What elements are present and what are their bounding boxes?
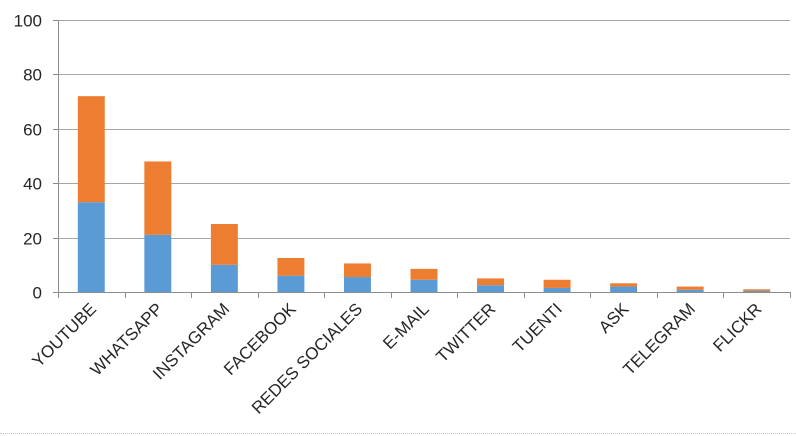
bar-segment-1-e-mail: [410, 279, 438, 292]
bar-segment-2-ask: [610, 283, 638, 287]
bar-segment-1-tuenti: [543, 287, 571, 292]
bar-segment-1-telegram: [676, 289, 704, 292]
bar-segment-2-telegram: [676, 286, 704, 290]
y-tick-label-40: 40: [23, 175, 42, 194]
bar-segment-1-youtube: [77, 202, 105, 292]
x-tick-label-e-mail: E-MAIL: [379, 299, 433, 353]
bar-segment-2-facebook: [277, 258, 305, 276]
gridlines: [58, 20, 790, 239]
x-tick-label-telegram: TELEGRAM: [619, 299, 699, 379]
y-axis-ticks: 0 20 40 60 80 100: [14, 12, 42, 303]
bar-segment-2-e-mail: [410, 268, 438, 280]
bar-segment-2-whatsapp: [144, 161, 172, 235]
y-tick-label-60: 60: [23, 121, 42, 140]
y-tick-label-20: 20: [23, 230, 42, 249]
bottom-border: [0, 433, 796, 434]
bar-segment-2-redes-sociales: [343, 263, 371, 278]
x-tick-label-youtube: YOUTUBE: [29, 299, 101, 371]
y-tick-label-0: 0: [33, 284, 42, 303]
x-tick-label-ask: ASK: [595, 299, 633, 337]
y-tick-label-100: 100: [14, 12, 42, 31]
bar-segment-1-redes-sociales: [343, 277, 371, 292]
y-tick-label-80: 80: [23, 66, 42, 85]
bar-segment-1-instagram: [210, 264, 238, 292]
bar-segment-1-twitter: [477, 285, 505, 292]
bar-segment-2-twitter: [477, 278, 505, 286]
bar-segment-2-flickr: [743, 289, 771, 291]
bar-segment-1-whatsapp: [144, 234, 172, 292]
x-tick-label-redes-sociales: REDES SOCIALES: [248, 299, 366, 417]
x-tick-label-twitter: TWITTER: [433, 299, 500, 366]
bar-segment-1-facebook: [277, 275, 305, 292]
axes: [53, 20, 791, 298]
x-tick-label-flickr: FLICKR: [709, 299, 765, 355]
bar-segment-2-instagram: [210, 224, 238, 265]
x-tick-label-tuenti: TUENTI: [509, 299, 566, 356]
bar-segment-1-flickr: [743, 290, 771, 292]
bar-segment-2-tuenti: [543, 279, 571, 288]
bars: [77, 96, 771, 292]
bar-segment-2-youtube: [77, 96, 105, 203]
bar-segment-1-ask: [610, 286, 638, 292]
